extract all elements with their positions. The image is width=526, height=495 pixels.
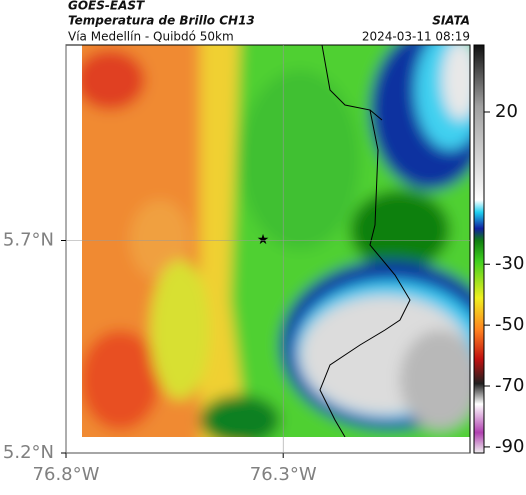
y-tick-label: 5.2°N [3,442,54,463]
region: Vía Medellín - Quibdó 50km [68,30,234,44]
colorbar-tick-label: -70 [495,375,524,396]
x-tick-label: 76.8°W [33,464,100,485]
colorbar-tick-label: -90 [495,436,524,457]
colorbar [473,44,485,454]
brightness-map [82,45,470,437]
colorbar-tick-label: -30 [495,253,524,274]
colorbar-tick-label: 20 [495,101,518,122]
colorbar-tick-label: -50 [495,314,524,335]
product: Temperatura de Brillo CH13 [68,14,255,28]
x-tick-label: 76.3°W [250,464,317,485]
y-tick-label: 5.7°N [3,230,54,251]
station-marker: ★ [257,232,270,248]
agency: SIATA [432,14,470,28]
timestamp: 2024-03-11 08:19 [362,30,470,44]
source: GOES-EAST [68,0,145,13]
coastline [319,45,411,437]
